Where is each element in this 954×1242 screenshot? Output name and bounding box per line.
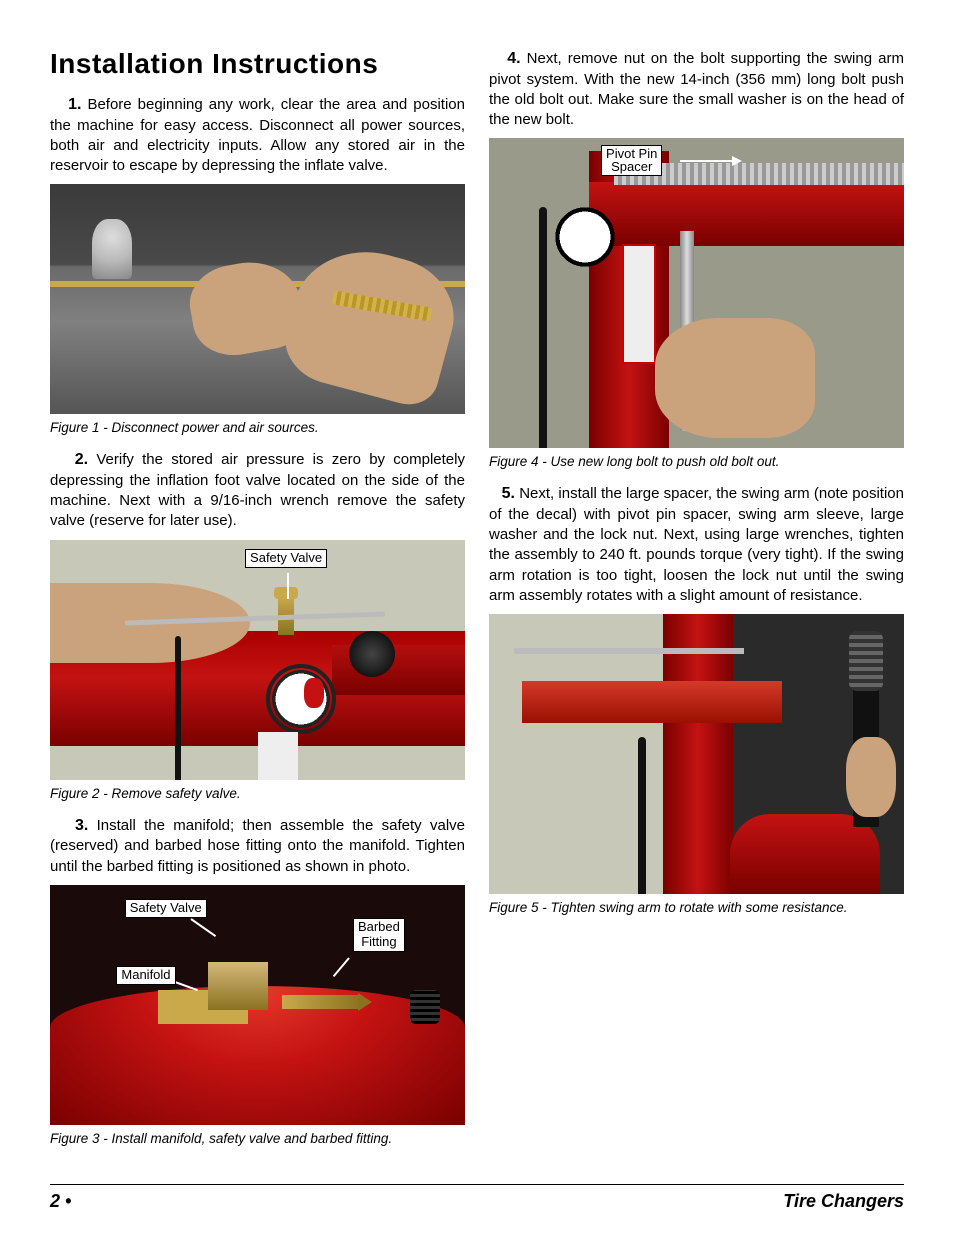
step-2-num: 2. — [75, 451, 88, 468]
step-5-text: Next, install the large spacer, the swin… — [489, 485, 904, 604]
figure-4-image: Pivot Pin Spacer — [489, 138, 904, 448]
figure-5-image — [489, 614, 904, 894]
figure-3-image: Safety Valve Manifold Barbed Fitting — [50, 885, 465, 1125]
label-pivot-pin-spacer: Pivot Pin Spacer — [601, 145, 662, 176]
step-2: 2. Verify the stored air pressure is zer… — [50, 449, 465, 531]
left-column: Installation Instructions 1. Before begi… — [50, 48, 465, 1160]
label-safety-valve-fig3: Safety Valve — [125, 899, 207, 918]
label-manifold: Manifold — [116, 966, 175, 985]
step-3-text: Install the manifold; then assemble the … — [50, 817, 465, 875]
lead-barb — [333, 957, 350, 977]
figure-5 — [489, 614, 904, 894]
figure-1-caption: Figure 1 - Disconnect power and air sour… — [50, 420, 465, 435]
step-4-text: Next, remove nut on the bolt supporting … — [489, 50, 904, 128]
figure-4: Pivot Pin Spacer — [489, 138, 904, 448]
step-3: 3. Install the manifold; then assemble t… — [50, 815, 465, 877]
step-5: 5. Next, install the large spacer, the s… — [489, 483, 904, 606]
page-columns: Installation Instructions 1. Before begi… — [50, 48, 904, 1160]
step-2-text: Verify the stored air pressure is zero b… — [50, 451, 465, 529]
step-4: 4. Next, remove nut on the bolt supporti… — [489, 48, 904, 130]
step-5-num: 5. — [502, 485, 515, 502]
right-column: 4. Next, remove nut on the bolt supporti… — [489, 48, 904, 1160]
label-barbed-fitting: Barbed Fitting — [353, 918, 405, 952]
arrow-line — [287, 573, 289, 599]
figure-5-caption: Figure 5 - Tighten swing arm to rotate w… — [489, 900, 904, 915]
figure-2-image: Safety Valve — [50, 540, 465, 780]
figure-4-caption: Figure 4 - Use new long bolt to push old… — [489, 454, 904, 469]
section-title: Installation Instructions — [50, 48, 465, 80]
footer-page-number: 2 • — [50, 1191, 71, 1212]
figure-1 — [50, 184, 465, 414]
lead-sv — [191, 919, 217, 938]
page-footer: 2 • Tire Changers — [50, 1184, 904, 1212]
step-1-num: 1. — [68, 96, 81, 113]
label-safety-valve-fig2: Safety Valve — [245, 549, 327, 568]
step-3-num: 3. — [75, 817, 88, 834]
step-1: 1. Before beginning any work, clear the … — [50, 94, 465, 176]
step-1-text: Before beginning any work, clear the are… — [50, 96, 465, 174]
figure-3: Safety Valve Manifold Barbed Fitting — [50, 885, 465, 1125]
arrow-pivot — [680, 160, 740, 162]
figure-2-caption: Figure 2 - Remove safety valve. — [50, 786, 465, 801]
footer-title: Tire Changers — [783, 1191, 904, 1212]
figure-1-image — [50, 184, 465, 414]
figure-3-caption: Figure 3 - Install manifold, safety valv… — [50, 1131, 465, 1146]
figure-2: Safety Valve — [50, 540, 465, 780]
step-4-num: 4. — [507, 50, 520, 67]
